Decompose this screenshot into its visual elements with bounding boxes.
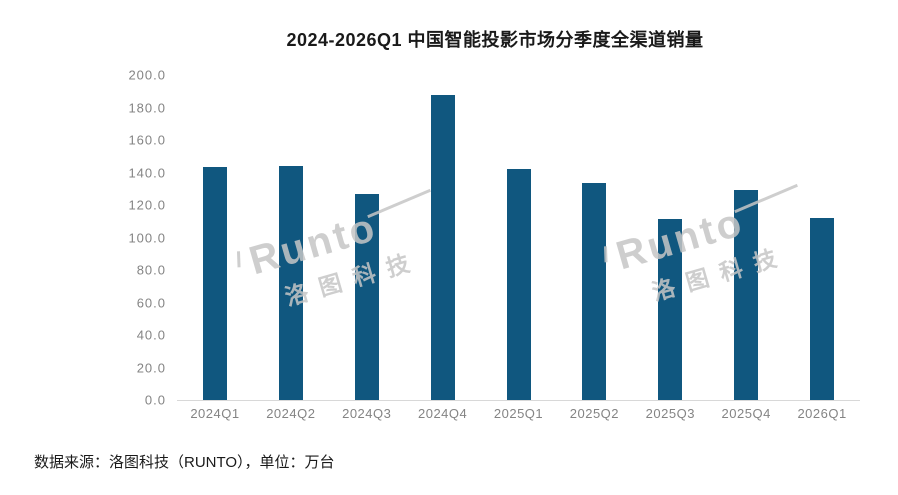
bar-2024Q1 xyxy=(202,166,227,400)
x-axis-label: 2025Q1 xyxy=(493,406,544,421)
bar-slot: 2025Q3 xyxy=(632,75,708,421)
bar-slot: 2026Q1 xyxy=(784,75,860,421)
bar-2024Q2 xyxy=(278,165,303,400)
x-axis-label: 2025Q4 xyxy=(721,406,771,421)
bar-2025Q1 xyxy=(506,168,531,400)
y-axis-tick-label: 200.0 xyxy=(128,67,166,83)
y-axis-tick-label: 120.0 xyxy=(128,197,166,213)
bar-2024Q3 xyxy=(354,194,379,400)
x-axis-label: 2025Q2 xyxy=(569,406,620,421)
bar-2025Q3 xyxy=(658,219,683,400)
data-source-note: 数据来源：洛图科技（RUNTO），单位：万台 xyxy=(34,454,335,471)
x-axis-label: 2025Q3 xyxy=(645,406,695,421)
bar-slot: 2024Q3 xyxy=(329,75,405,421)
x-axis-label: 2024Q4 xyxy=(417,406,468,421)
bar-slot: 2024Q4 xyxy=(405,75,481,421)
x-axis-label: 2024Q2 xyxy=(266,406,316,421)
y-axis-tick-label: 40.0 xyxy=(136,327,166,343)
y-axis-tick-label: 100.0 xyxy=(128,230,166,245)
bar-2026Q1 xyxy=(810,218,835,400)
bar-slot: 2024Q2 xyxy=(253,75,329,421)
x-axis-label: 2024Q1 xyxy=(190,406,240,421)
y-axis-tick-label: 0.0 xyxy=(144,392,166,408)
bar-2025Q4 xyxy=(734,189,759,400)
bar-2024Q4 xyxy=(430,94,455,400)
y-axis-tick-label: 80.0 xyxy=(136,262,166,278)
y-axis-tick-label: 60.0 xyxy=(136,295,166,310)
y-axis-labels: 200.0 180.0 160.0 140.0 120.0 100.0 80.0 60.0 40… xyxy=(0,68,166,408)
chart-title: 2024-2026Q1 中国智能投影市场分季度全渠道销量 xyxy=(286,30,704,50)
bar-slot: 2025Q2 xyxy=(556,75,632,421)
plot-area: 2024Q1 2024Q2 2024Q3 2024Q4 2025Q1 2025Q2 2025… xyxy=(177,75,860,421)
x-axis-label: 2026Q1 xyxy=(797,406,847,421)
x-axis-label: 2024Q3 xyxy=(342,406,392,421)
bar-2025Q2 xyxy=(582,183,607,400)
bar-slot: 2024Q1 xyxy=(177,75,253,421)
bar-slot: 2025Q1 xyxy=(481,75,557,421)
y-axis-tick-label: 160.0 xyxy=(128,132,166,148)
y-axis-tick-label: 20.0 xyxy=(136,360,166,375)
y-axis-tick-label: 180.0 xyxy=(128,100,166,115)
bar-slot: 2025Q4 xyxy=(708,75,784,421)
y-axis-tick-label: 140.0 xyxy=(128,165,166,180)
